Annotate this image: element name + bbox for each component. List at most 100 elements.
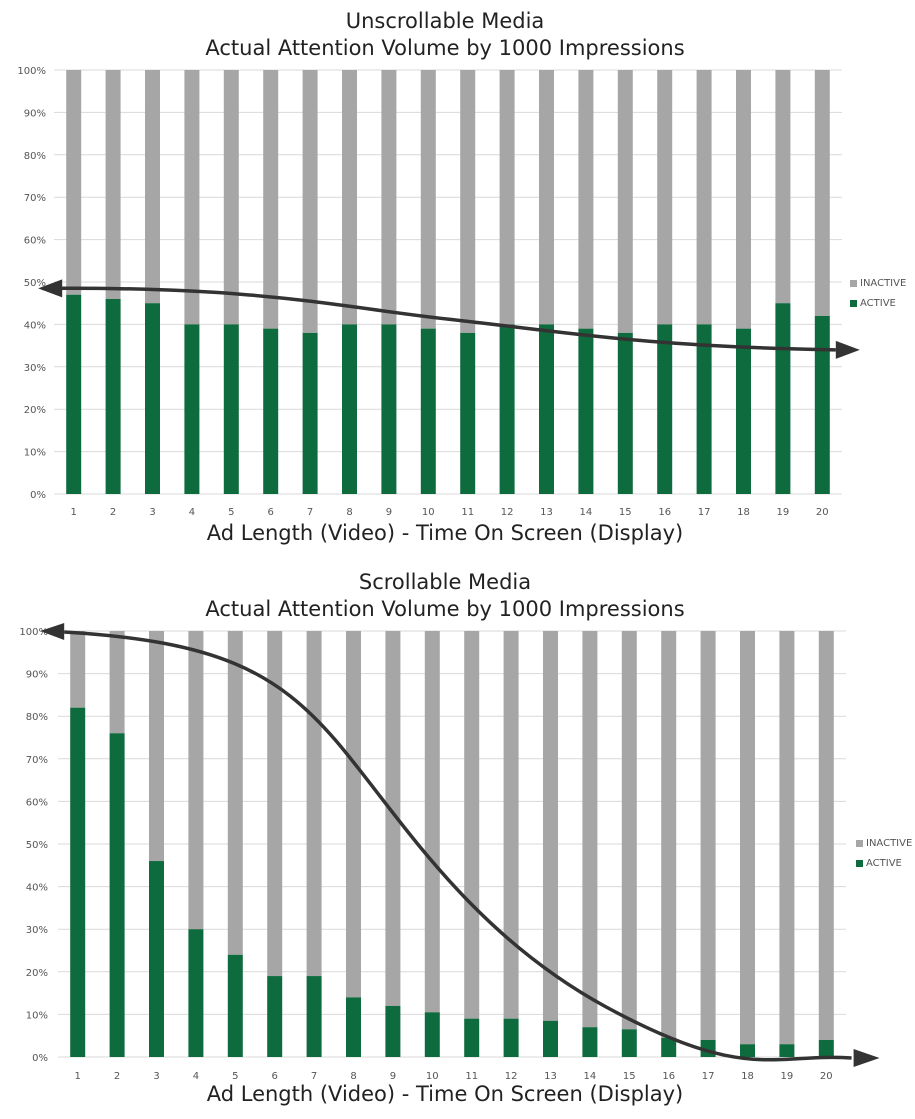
x-tick-label: 14	[584, 1071, 597, 1082]
bar-active	[267, 976, 283, 1057]
bar-active	[346, 997, 361, 1057]
bar-inactive	[543, 631, 558, 1021]
x-tick-label: 18	[737, 507, 750, 518]
legend-label: ACTIVE	[860, 297, 896, 309]
x-tick-label: 16	[658, 507, 671, 518]
bar-active	[342, 324, 357, 494]
x-tick-label: 3	[153, 1071, 159, 1082]
bar-active	[499, 324, 515, 494]
bar-active	[617, 332, 633, 494]
x-tick-label: 10	[426, 1071, 439, 1082]
legend-swatch	[850, 279, 857, 287]
bar-active	[503, 1018, 519, 1057]
y-tick-label: 40%	[24, 320, 46, 331]
chart-title-line2: Actual Attention Volume by 1000 Impressi…	[205, 597, 685, 621]
bar-active	[661, 1037, 677, 1057]
bar-active	[818, 1039, 834, 1057]
legend-label: INACTIVE	[860, 277, 907, 289]
x-tick-label: 11	[465, 1071, 478, 1082]
bar-inactive	[740, 631, 755, 1045]
bar-active	[105, 298, 121, 494]
y-tick-label: 30%	[24, 363, 46, 374]
x-axis-label: Ad Length (Video) - Time On Screen (Disp…	[206, 521, 684, 545]
x-tick-label: 2	[114, 1071, 120, 1082]
bar-active	[621, 1029, 637, 1057]
bar-active	[657, 324, 673, 494]
legend-swatch	[856, 839, 863, 847]
legend-label: ACTIVE	[866, 857, 902, 869]
x-axis-label: Ad Length (Video) - Time On Screen (Disp…	[206, 1082, 684, 1106]
x-tick-label: 1	[71, 507, 77, 518]
x-tick-label: 12	[501, 507, 514, 518]
x-tick-label: 2	[110, 507, 116, 518]
x-tick-label: 5	[232, 1071, 238, 1082]
bar-active	[740, 1044, 755, 1057]
bar-inactive	[342, 70, 357, 325]
trend-arrowhead-left	[38, 279, 63, 298]
bar-active	[460, 332, 476, 494]
bar-inactive	[188, 631, 204, 930]
bar-inactive	[696, 70, 712, 325]
bar-inactive	[420, 70, 436, 329]
legend-item-inactive: INACTIVE	[856, 833, 912, 853]
bar-inactive	[66, 70, 82, 295]
bar-active	[227, 954, 243, 1057]
x-tick-label: 1	[75, 1071, 81, 1082]
x-tick-label: 4	[193, 1071, 199, 1082]
y-tick-label: 90%	[26, 670, 48, 681]
chart-title-line1: Unscrollable Media	[345, 9, 545, 33]
bar-inactive	[578, 70, 594, 329]
x-tick-label: 7	[307, 507, 313, 518]
x-tick-label: 6	[268, 507, 274, 518]
bar-active	[582, 1027, 598, 1057]
y-tick-label: 30%	[26, 925, 48, 936]
bar-inactive	[617, 70, 633, 333]
bar-active	[696, 324, 712, 494]
legend-item-inactive: INACTIVE	[850, 273, 906, 293]
x-tick-label: 4	[189, 507, 195, 518]
y-tick-label: 40%	[26, 883, 48, 894]
bar-active	[70, 707, 86, 1057]
y-tick-label: 60%	[24, 236, 46, 247]
trend-arrowhead-right	[853, 1049, 880, 1067]
bar-inactive	[779, 631, 795, 1045]
legend-item-active: ACTIVE	[850, 293, 906, 313]
bar-inactive	[109, 631, 125, 734]
x-tick-label: 14	[580, 507, 593, 518]
bar-inactive	[302, 70, 318, 333]
y-tick-label: 20%	[24, 405, 46, 416]
x-tick-label: 13	[540, 507, 553, 518]
x-tick-label: 18	[741, 1071, 754, 1082]
bar-inactive	[145, 70, 160, 304]
bar-active	[779, 1044, 795, 1057]
y-tick-label: 50%	[24, 278, 46, 289]
chart-title: Unscrollable Media Actual Attention Volu…	[0, 8, 890, 62]
bar-inactive	[70, 631, 86, 708]
chart-legend: INACTIVE ACTIVE	[856, 833, 912, 873]
y-tick-label: 100%	[19, 627, 48, 638]
y-tick-label: 70%	[26, 755, 48, 766]
y-tick-label: 80%	[24, 151, 46, 162]
bar-active	[188, 929, 204, 1057]
y-tick-label: 70%	[24, 193, 46, 204]
x-tick-label: 19	[777, 507, 790, 518]
x-tick-label: 9	[390, 1071, 396, 1082]
x-tick-label: 20	[816, 507, 829, 518]
bar-inactive	[657, 70, 673, 325]
trend-arrow-curve	[64, 630, 852, 1062]
chart-scrollable-media: Scrollable Media Actual Attention Volume…	[0, 565, 915, 1119]
bar-inactive	[306, 631, 322, 977]
bar-active	[109, 733, 125, 1057]
x-tick-label: 17	[702, 1071, 715, 1082]
x-tick-label: 6	[272, 1071, 278, 1082]
bar-inactive	[227, 631, 243, 955]
x-tick-label: 10	[422, 507, 435, 518]
bar-active	[184, 324, 200, 494]
bar-inactive	[385, 631, 401, 1006]
y-tick-label: 0%	[30, 490, 46, 501]
bar-active	[420, 328, 436, 494]
x-tick-label: 8	[350, 1071, 356, 1082]
bar-active	[263, 328, 279, 494]
bar-inactive	[499, 70, 515, 325]
trend-arrowhead-left	[40, 623, 65, 640]
